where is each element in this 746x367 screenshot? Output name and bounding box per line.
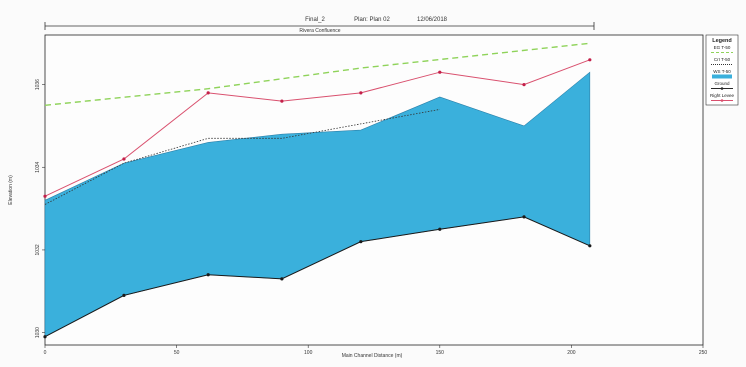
legend-label: CrI T-50 <box>714 57 731 62</box>
levee-point <box>43 194 47 198</box>
legend-swatch <box>712 74 732 79</box>
legend-marker <box>720 99 724 102</box>
ground-point <box>588 244 592 248</box>
legend-item: Ground <box>711 81 733 90</box>
reach-bar: Rivera Confluence <box>44 22 595 34</box>
levee-point <box>588 58 592 62</box>
plot-layer <box>43 42 592 339</box>
levee-point <box>280 99 284 103</box>
legend-items: EG T-50 CrI T-50 WS T-50 Ground Right Levee <box>710 45 735 102</box>
legend-marker <box>720 87 724 90</box>
legend-item: CrI T-50 <box>711 57 733 65</box>
y-axis-label: Elevation (m) <box>8 175 14 205</box>
levee-point <box>206 91 210 95</box>
series-ground-line <box>44 216 591 338</box>
x-axis-label: Main Channel Distance (m) <box>342 353 403 359</box>
chart-header: Final_2 Plan: Plan 02 12/06/2018 <box>305 17 448 23</box>
legend-label: Right Levee <box>710 93 735 98</box>
legend-label: Ground <box>714 81 730 86</box>
legend-label: WS T-50 <box>713 69 731 74</box>
ground-point <box>359 240 363 244</box>
x-tick-label: 250 <box>699 350 708 356</box>
levee-point <box>122 157 126 161</box>
legend-box <box>705 34 739 106</box>
y-tick-label: 1034 <box>35 161 41 172</box>
series-levee-line <box>44 59 591 197</box>
y-tick-label: 1036 <box>35 79 41 90</box>
levee-point <box>438 70 442 74</box>
ground-point <box>438 227 442 231</box>
y-tick-label: 1030 <box>35 327 41 338</box>
levee-point <box>522 83 526 87</box>
ground-point <box>43 335 47 339</box>
x-tick-label: 0 <box>44 350 47 356</box>
series-eg-line <box>44 42 590 106</box>
legend: Legend EG T-50 CrI T-50 WS T-50 Ground Right… <box>705 34 739 106</box>
tick-layer: 0 50 100 150 200 250 1030 1032 1034 1036 <box>35 79 707 356</box>
reach-label: Rivera Confluence <box>299 28 340 34</box>
x-tick-label: 50 <box>174 350 180 356</box>
ground-point <box>280 277 284 281</box>
y-tick-label: 1032 <box>35 244 41 255</box>
legend-item: Right Levee <box>710 93 735 102</box>
plan-label: Plan: Plan 02 <box>354 17 390 23</box>
plan-date: 12/06/2018 <box>417 17 448 23</box>
ground-point <box>522 215 526 219</box>
ground-point <box>122 293 126 297</box>
legend-title: Legend <box>712 38 732 44</box>
legend-item: WS T-50 <box>712 69 732 79</box>
ground-point <box>206 273 210 277</box>
x-tick-label: 100 <box>304 350 313 356</box>
legend-label: EG T-50 <box>714 45 731 50</box>
series-crit-line <box>44 109 440 205</box>
legend-item: EG T-50 <box>711 45 733 53</box>
levee-point <box>359 91 363 95</box>
x-tick-label: 200 <box>567 350 576 356</box>
plot-title: Final_2 <box>305 17 325 23</box>
x-tick-label: 150 <box>436 350 445 356</box>
